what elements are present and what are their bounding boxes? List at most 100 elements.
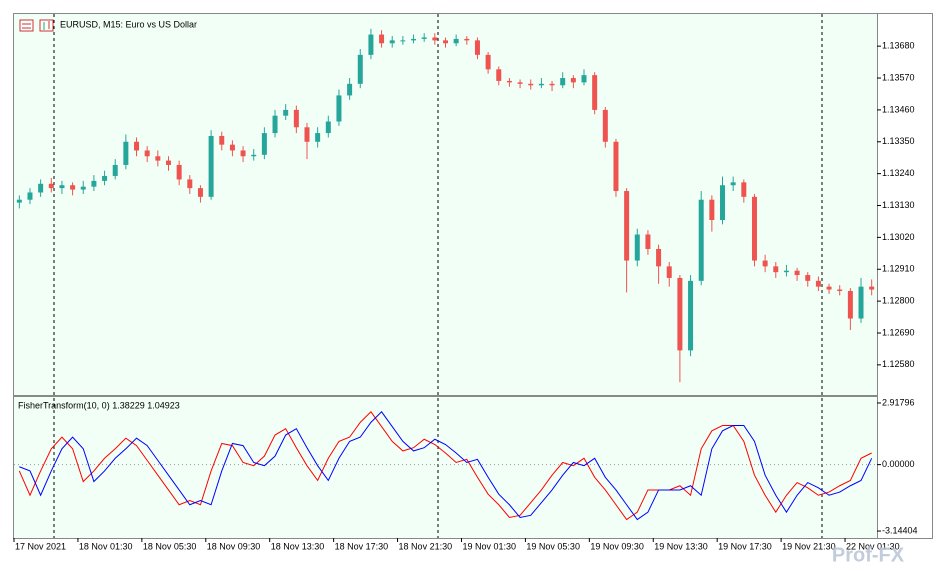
candle-body xyxy=(560,78,566,86)
candle-body xyxy=(325,121,331,134)
candle-body xyxy=(549,83,555,86)
candle-body xyxy=(48,183,54,189)
candle-body xyxy=(16,199,22,203)
y-tick-label: 1.13020 xyxy=(882,232,915,242)
candle-body xyxy=(688,280,694,351)
candle-body xyxy=(38,183,44,193)
candle-body xyxy=(624,191,630,261)
candle-body xyxy=(506,80,512,83)
candle-body xyxy=(783,270,789,273)
y-tick-label: 1.13240 xyxy=(882,168,915,178)
candle-body xyxy=(805,275,811,281)
candle-body xyxy=(645,234,651,249)
x-tick-label: 18 Nov 05:30 xyxy=(143,541,197,551)
x-tick-label: 18 Nov 21:30 xyxy=(399,541,453,551)
candle-body xyxy=(240,150,246,157)
candle-body xyxy=(357,54,363,84)
candle-body xyxy=(91,180,97,187)
candle-body xyxy=(421,37,427,39)
candle-body xyxy=(144,150,150,157)
candle-body xyxy=(720,185,726,221)
candle-body xyxy=(847,290,853,319)
y-tick-label: 1.13570 xyxy=(882,72,915,82)
candle-body xyxy=(261,133,267,155)
candle-body xyxy=(283,109,289,116)
y-tick-label: 1.13460 xyxy=(882,104,915,114)
candle-body xyxy=(134,141,140,151)
candle-body xyxy=(59,185,65,189)
candle-body xyxy=(741,182,747,197)
x-tick-label: 18 Nov 01:30 xyxy=(79,541,133,551)
candle-body xyxy=(304,127,310,142)
y-tick-label: -3.14404 xyxy=(882,525,918,535)
indicator-pane xyxy=(13,396,878,539)
chart-title: EURUSD, M15: Euro vs US Dollar xyxy=(60,19,197,29)
icon xyxy=(19,19,34,32)
candle-body xyxy=(112,164,118,176)
candle-body xyxy=(315,133,321,142)
candle-body xyxy=(496,69,502,81)
candle-body xyxy=(272,115,278,134)
candle-body xyxy=(165,160,171,165)
candle-body xyxy=(773,266,779,273)
candle-body xyxy=(634,234,640,261)
x-tick-label: 17 Nov 2021 xyxy=(15,541,66,551)
candle-body xyxy=(592,75,598,110)
candle-body xyxy=(208,135,214,197)
toolbar-icons xyxy=(19,19,54,32)
candle-body xyxy=(794,270,800,276)
icon xyxy=(39,19,54,32)
indicator-line xyxy=(18,411,872,521)
candle-body xyxy=(389,40,395,44)
candle-body xyxy=(602,109,608,142)
x-tick-label: 19 Nov 17:30 xyxy=(718,541,772,551)
candle-body xyxy=(347,83,353,96)
x-tick-label: 22 Nov 01:30 xyxy=(846,541,900,551)
watermark: Prof-FX xyxy=(832,544,905,566)
candle-body xyxy=(379,34,385,44)
y-tick-label: 1.13350 xyxy=(882,136,915,146)
candle-body xyxy=(837,289,843,291)
candle-body xyxy=(709,199,715,221)
candle-body xyxy=(229,144,235,151)
candle-body xyxy=(517,82,523,84)
x-tick-label: 19 Nov 21:30 xyxy=(782,541,836,551)
candle-body xyxy=(677,277,683,351)
indicator-title: FisherTransform(10, 0) 1.38229 1.04923 xyxy=(18,400,180,410)
candle-body xyxy=(826,286,832,290)
candle-body xyxy=(27,192,33,200)
x-tick-label: 18 Nov 17:30 xyxy=(335,541,389,551)
main-pane xyxy=(13,13,878,396)
candle-body xyxy=(730,182,736,186)
candle-body xyxy=(400,40,406,42)
candle-body xyxy=(411,38,417,41)
candle-body xyxy=(815,280,821,287)
y-tick-label: 1.13680 xyxy=(882,41,915,51)
candle-body xyxy=(293,109,299,128)
candle-body xyxy=(102,175,108,181)
candle-body xyxy=(443,40,448,44)
y-tick-label: 1.12910 xyxy=(882,264,915,274)
candle-body xyxy=(485,54,491,70)
x-tick-label: 19 Nov 09:30 xyxy=(590,541,644,551)
candle-body xyxy=(251,154,257,157)
candle-body xyxy=(656,248,662,267)
candle-body xyxy=(869,286,875,290)
candle-body xyxy=(219,135,225,145)
candle-body xyxy=(155,156,161,161)
candle-body xyxy=(581,75,587,83)
candle-body xyxy=(762,260,768,267)
candle-body xyxy=(666,266,672,278)
candle-body xyxy=(70,185,76,190)
candle-body xyxy=(368,34,374,55)
candle-body xyxy=(698,199,704,281)
candle-body xyxy=(751,196,757,261)
candle-body xyxy=(197,188,203,197)
y-tick-label: 1.12580 xyxy=(882,359,915,369)
candle-body xyxy=(80,186,86,190)
x-tick-label: 19 Nov 13:30 xyxy=(654,541,708,551)
price-axis xyxy=(877,13,933,539)
x-tick-label: 19 Nov 05:30 xyxy=(526,541,580,551)
candle-body xyxy=(858,286,864,319)
